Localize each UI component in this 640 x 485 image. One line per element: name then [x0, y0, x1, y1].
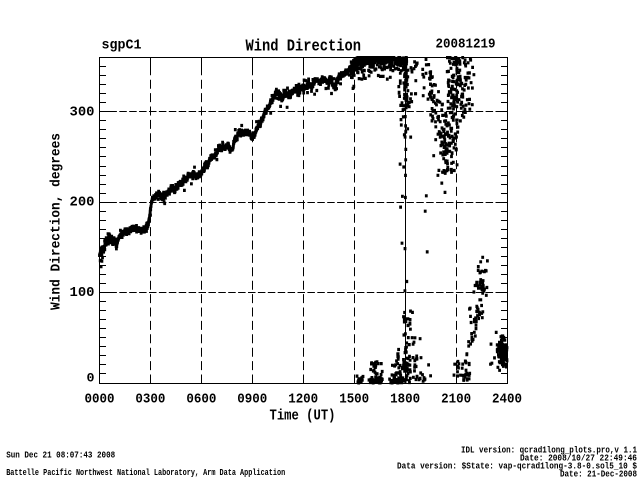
svg-text:Date: 2008/10/27 22:49:46: Date: 2008/10/27 22:49:46: [520, 454, 637, 464]
svg-text:1800: 1800: [390, 392, 420, 408]
svg-text:Time (UT): Time (UT): [270, 408, 336, 425]
svg-text:1200: 1200: [288, 392, 318, 408]
svg-text:0600: 0600: [186, 392, 216, 408]
svg-text:300: 300: [70, 105, 95, 121]
svg-text:0: 0: [87, 371, 95, 386]
svg-text:0000: 0000: [85, 392, 115, 408]
svg-text:1500: 1500: [339, 392, 369, 408]
svg-text:IDL version: qcrad1long_plots.: IDL version: qcrad1long_plots.pro,v 1.1: [461, 446, 637, 456]
svg-text:20081219: 20081219: [436, 37, 496, 53]
svg-text:Data version: $State: vap-qcra: Data version: $State: vap-qcrad1long-3.8…: [397, 462, 638, 472]
svg-text:Date: 21-Dec-2008: Date: 21-Dec-2008: [560, 470, 637, 480]
svg-text:0900: 0900: [237, 392, 267, 408]
svg-text:2100: 2100: [441, 392, 471, 408]
svg-text:Sun Dec 21 08:07:43 2008: Sun Dec 21 08:07:43 2008: [6, 451, 115, 461]
svg-text:100: 100: [70, 285, 95, 301]
svg-text:2400: 2400: [492, 392, 522, 408]
svg-text:sgpC1: sgpC1: [102, 38, 142, 54]
svg-text:Battelle Pacific Northwest Nat: Battelle Pacific Northwest National Labo…: [6, 468, 285, 478]
svg-text:Wind Direction: Wind Direction: [246, 37, 362, 56]
svg-text:Wind Direction, degrees: Wind Direction, degrees: [49, 133, 65, 310]
svg-text:200: 200: [70, 195, 95, 211]
svg-text:0300: 0300: [135, 392, 165, 408]
